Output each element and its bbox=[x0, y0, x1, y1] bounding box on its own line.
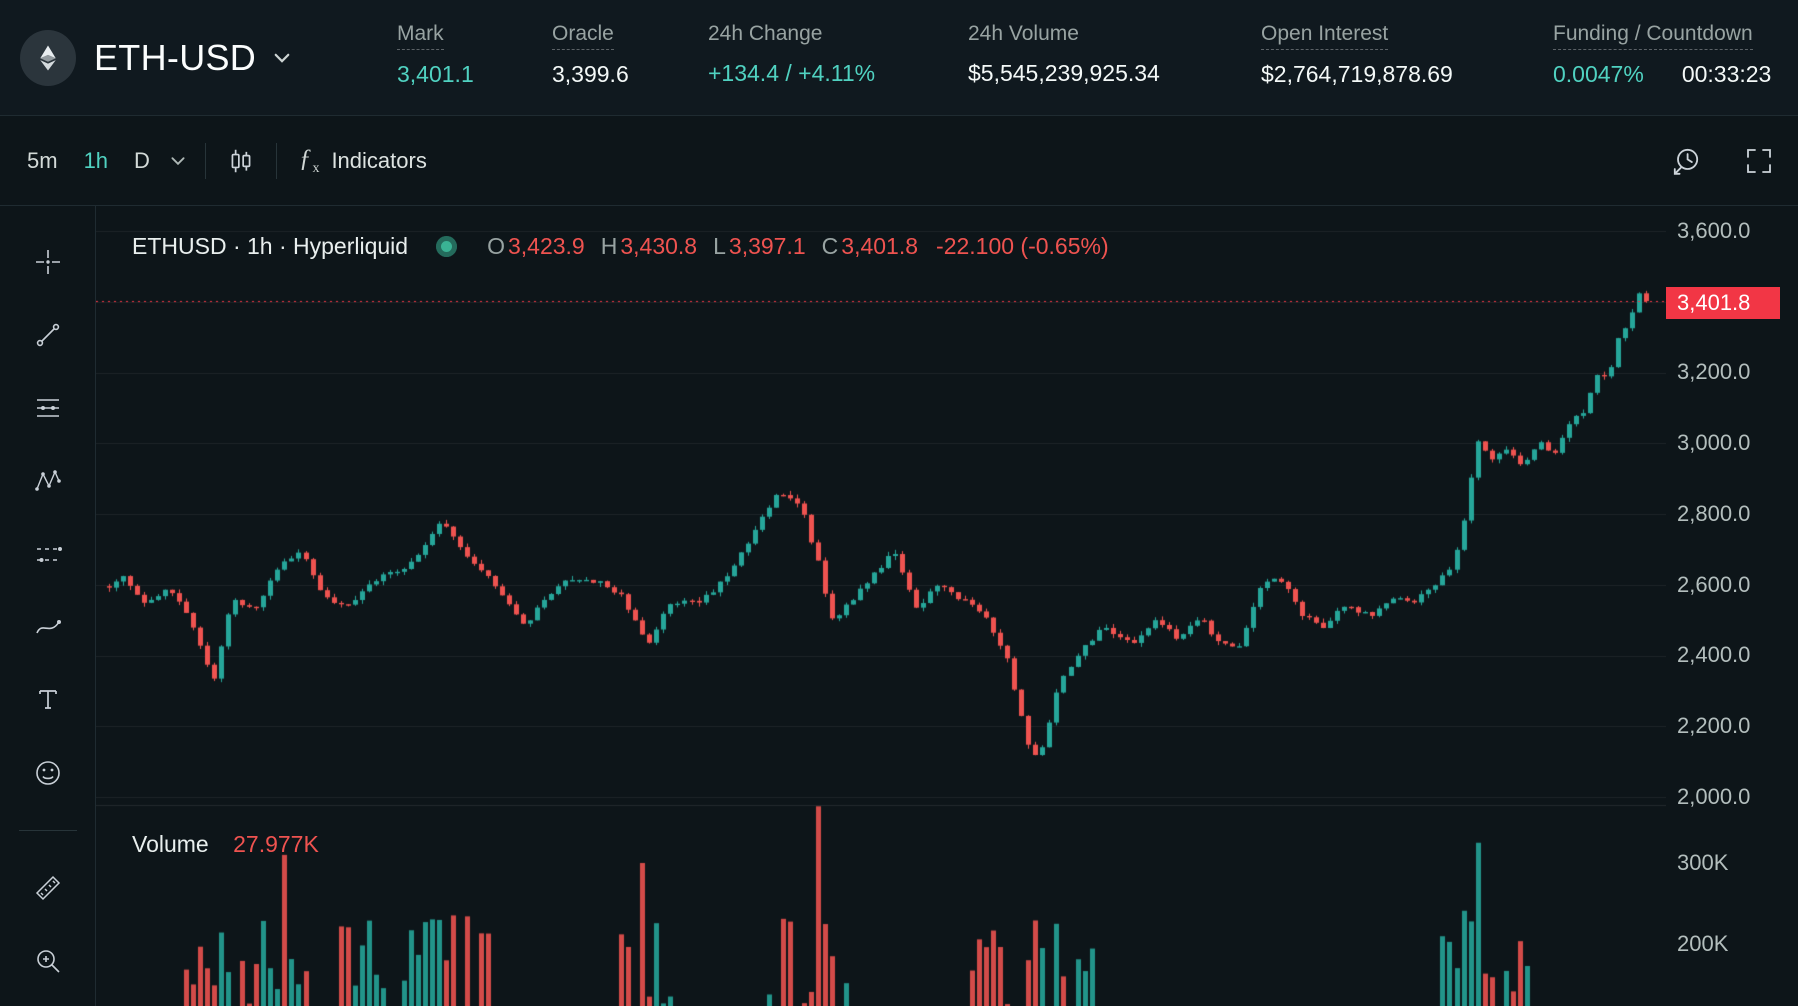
stat-open-interest: Open Interest $2,764,719,878.69 bbox=[1261, 22, 1453, 88]
toolbar-divider bbox=[204, 142, 206, 179]
measure-tool[interactable] bbox=[32, 872, 64, 904]
chart-main: ETHUSD · 1h · Hyperliquid O 3,423.9 H 3,… bbox=[0, 206, 1798, 1006]
crosshair-tool[interactable] bbox=[32, 246, 64, 278]
stat-mark-label: Mark bbox=[397, 22, 444, 50]
symbol-selector[interactable]: ETH-USD bbox=[20, 29, 292, 87]
fx-icon: ƒx bbox=[298, 144, 320, 176]
xabcd-pattern-icon bbox=[34, 470, 61, 491]
bar-replay-button[interactable] bbox=[1662, 137, 1710, 185]
legend-close-value: 3,401.8 bbox=[841, 233, 919, 259]
text-icon bbox=[38, 690, 57, 709]
chevron-down-icon bbox=[272, 48, 292, 68]
last-price-label: 3,401.8 bbox=[1666, 287, 1780, 319]
stat-mark-value: 3,401.1 bbox=[397, 61, 474, 87]
stat-24h-volume-value: $5,545,239,925.34 bbox=[968, 60, 1160, 86]
interval-1h-button[interactable]: 1h bbox=[71, 138, 121, 184]
symbol-title: ETH-USD bbox=[94, 37, 257, 78]
stat-oracle-value: 3,399.6 bbox=[552, 61, 629, 87]
legend-open-label: O bbox=[487, 233, 505, 259]
legend-open-value: 3,423.9 bbox=[507, 233, 585, 259]
drawbar-divider bbox=[18, 830, 77, 831]
stat-funding-countdown: Funding / Countdown 0.0047% 00:33:23 bbox=[1553, 22, 1798, 88]
forecast-tool[interactable] bbox=[32, 538, 64, 570]
volume-tick: 200K bbox=[1677, 931, 1729, 956]
status-dot bbox=[436, 236, 458, 257]
fullscreen-button[interactable] bbox=[1736, 138, 1782, 184]
price-axis[interactable]: 3,600.0 3,200.0 3,000.0 2,800.0 2,600.0 … bbox=[1666, 206, 1798, 1006]
interval-dropdown-button[interactable] bbox=[163, 142, 193, 180]
price-tick: 2,600.0 bbox=[1677, 572, 1751, 597]
legend-change-value: -22.100 (-0.65%) bbox=[936, 233, 1109, 259]
brush-tool[interactable] bbox=[32, 611, 64, 643]
ethereum-icon bbox=[40, 45, 56, 71]
fullscreen-icon bbox=[1747, 148, 1771, 173]
fib-retracement-tool[interactable] bbox=[32, 392, 64, 424]
funding-countdown-value: 00:33:23 bbox=[1681, 61, 1772, 87]
brush-curve-icon bbox=[35, 620, 61, 634]
crosshair-icon bbox=[35, 250, 60, 274]
trend-line-tool[interactable] bbox=[32, 319, 64, 351]
indicators-button[interactable]: ƒx Indicators bbox=[289, 137, 437, 185]
emoji-tool[interactable] bbox=[32, 757, 64, 789]
volume-label: Volume bbox=[132, 831, 209, 857]
clock-arrow-icon bbox=[1673, 148, 1699, 175]
zoom-in-tool[interactable] bbox=[32, 945, 64, 977]
candles-icon bbox=[231, 149, 251, 172]
legend-high-label: H bbox=[600, 233, 618, 259]
interval-5m-button[interactable]: 5m bbox=[14, 138, 71, 184]
stat-24h-change-value: +134.4 / +4.11% bbox=[708, 60, 876, 86]
chart-region: ETHUSD · 1h · Hyperliquid O 3,423.9 H 3,… bbox=[96, 206, 1798, 1006]
stat-24h-volume: 24h Volume $5,545,239,925.34 bbox=[968, 22, 1160, 87]
funding-rate-value: 0.0047% bbox=[1553, 61, 1644, 87]
legend-low-value: 3,397.1 bbox=[728, 233, 806, 259]
stat-mark: Mark 3,401.1 bbox=[397, 22, 474, 88]
drawing-toolbar bbox=[0, 206, 96, 1006]
price-tick: 2,000.0 bbox=[1677, 784, 1751, 809]
price-tick: 2,800.0 bbox=[1677, 501, 1751, 526]
eth-logo bbox=[20, 30, 76, 86]
price-chart-canvas[interactable] bbox=[96, 206, 1666, 1006]
ruler-icon bbox=[35, 875, 60, 901]
indicators-label: Indicators bbox=[331, 147, 427, 173]
price-tick: 2,200.0 bbox=[1677, 713, 1751, 738]
stat-open-interest-label: Open Interest bbox=[1261, 22, 1389, 50]
forecast-dots-icon bbox=[36, 547, 62, 562]
stat-oracle: Oracle 3,399.6 bbox=[552, 22, 629, 88]
stat-oracle-label: Oracle bbox=[552, 22, 614, 50]
legend-low-label: L bbox=[713, 233, 726, 259]
horizontal-lines-icon bbox=[36, 399, 59, 417]
xabcd-pattern-tool[interactable] bbox=[32, 465, 64, 497]
text-tool[interactable] bbox=[32, 684, 64, 716]
price-tick: 2,400.0 bbox=[1677, 642, 1751, 667]
trend-line-icon bbox=[36, 323, 59, 347]
price-tick: 3,600.0 bbox=[1677, 218, 1751, 243]
smiley-icon bbox=[35, 761, 60, 785]
chevron-down-icon bbox=[171, 156, 185, 165]
toolbar-divider bbox=[275, 142, 277, 179]
legend-close-label: C bbox=[821, 233, 839, 259]
volume-indicator: Volume 27.977K bbox=[132, 831, 319, 858]
stat-24h-change: 24h Change +134.4 / +4.11% bbox=[708, 22, 875, 87]
chart-toolbar: 5m 1h D ƒx Indicators bbox=[0, 116, 1798, 206]
zoom-in-icon bbox=[36, 950, 60, 973]
volume-value: 27.977K bbox=[233, 831, 319, 857]
volume-tick: 300K bbox=[1677, 850, 1729, 875]
stat-open-interest-value: $2,764,719,878.69 bbox=[1261, 61, 1453, 87]
app-header: ETH-USD Mark 3,401.1 Oracle 3,399.6 24h … bbox=[0, 0, 1798, 116]
stat-24h-volume-label: 24h Volume bbox=[968, 22, 1079, 45]
price-tick: 3,000.0 bbox=[1677, 430, 1751, 455]
chart-style-button[interactable] bbox=[218, 138, 264, 184]
price-tick: 3,200.0 bbox=[1677, 359, 1751, 384]
stat-24h-change-label: 24h Change bbox=[708, 22, 823, 45]
stat-funding-label: Funding / Countdown bbox=[1553, 22, 1753, 50]
interval-d-button[interactable]: D bbox=[121, 138, 163, 184]
chart-legend: ETHUSD · 1h · Hyperliquid O 3,423.9 H 3,… bbox=[132, 233, 1109, 260]
legend-title: ETHUSD · 1h · Hyperliquid bbox=[132, 233, 409, 259]
legend-high-value: 3,430.8 bbox=[620, 233, 698, 259]
